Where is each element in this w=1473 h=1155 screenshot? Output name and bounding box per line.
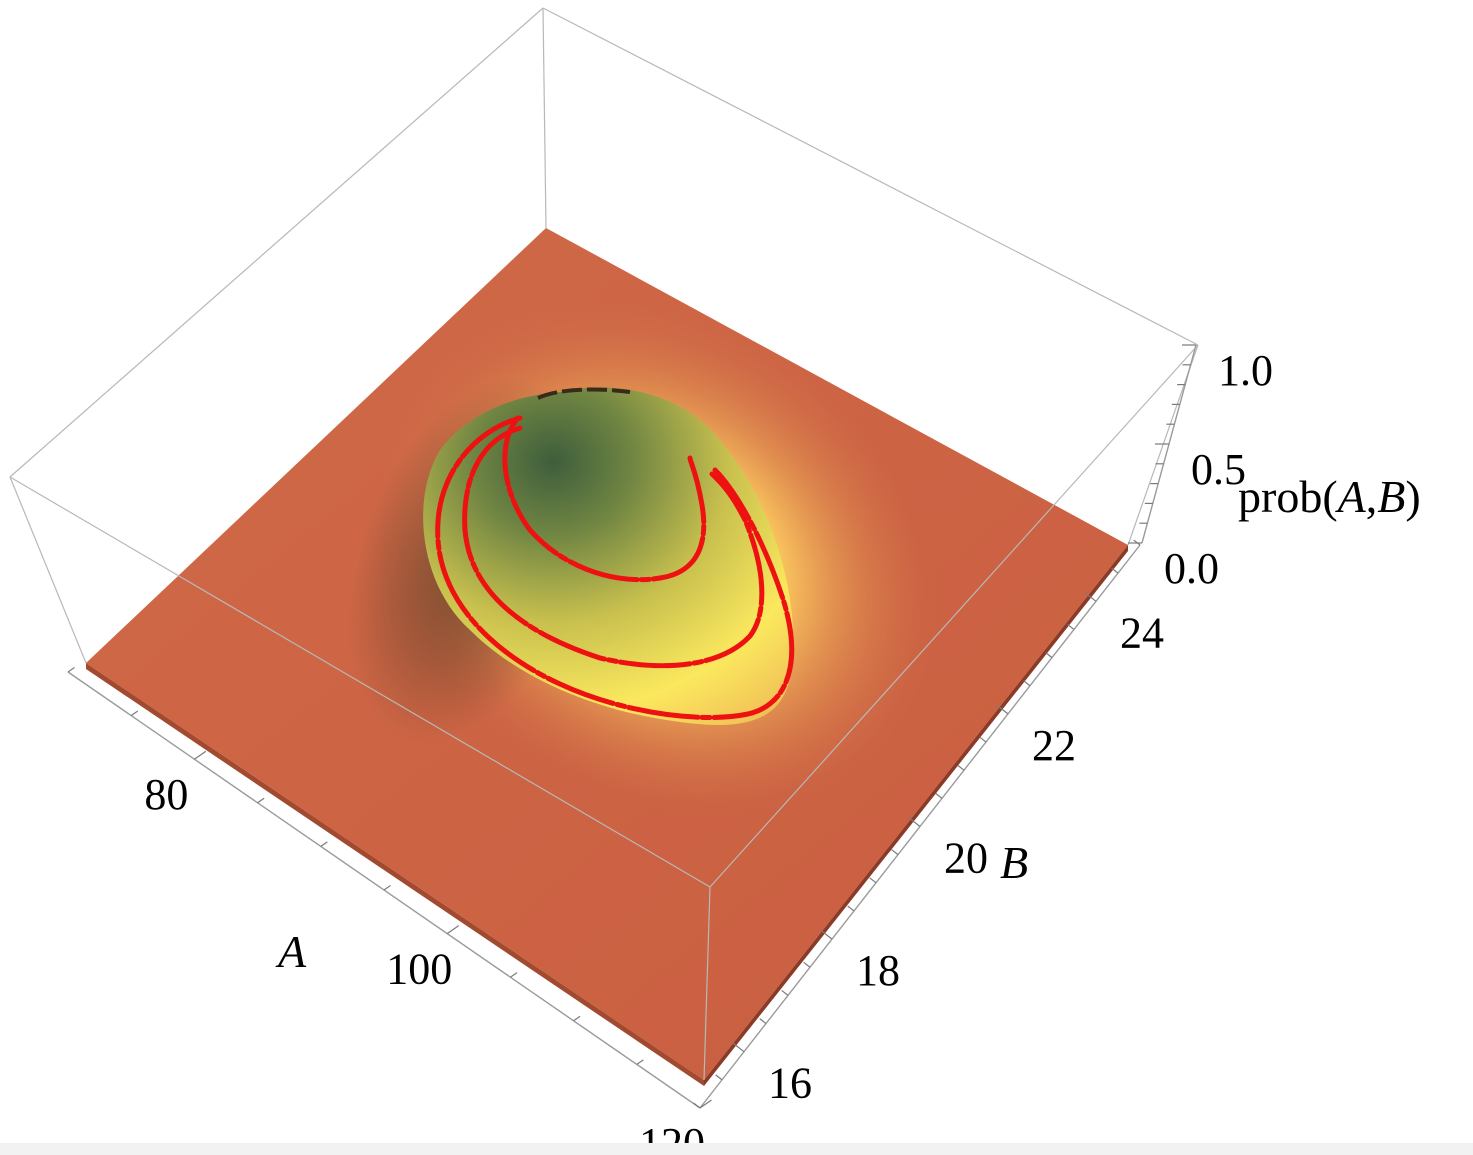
y-axis-tick [732, 1042, 745, 1053]
x-tick-label: 80 [144, 770, 188, 819]
x-axis-tick [67, 666, 75, 673]
y-axis-tick [1111, 567, 1119, 574]
y-axis-tick [759, 1018, 767, 1025]
y-axis-tick [847, 905, 855, 912]
y-axis-tick [957, 764, 965, 771]
box-edge-top-front-left [9, 476, 711, 888]
y-axis-tick [1023, 680, 1031, 687]
y-axis-tick [908, 817, 921, 827]
surface-edge-front-right [704, 545, 1128, 1086]
x-axis-tick [320, 841, 328, 847]
x-axis-tick [446, 925, 460, 935]
contour-lines [435, 387, 795, 720]
box-edge-top-back-right [542, 7, 1199, 346]
y-axis-tick [1067, 624, 1075, 630]
y-tick-label: 16 [768, 1059, 812, 1108]
y-axis-tick [996, 704, 1009, 715]
x-axis-tick [383, 884, 391, 891]
surface-edge-front-left [86, 663, 704, 1086]
y-axis-tick [891, 849, 899, 856]
x-axis-tick [194, 750, 207, 760]
x-tick-label: 100 [386, 945, 452, 994]
y-axis-tick [869, 877, 877, 884]
x-axis-tick [510, 972, 518, 978]
y-axis-tick [979, 736, 987, 743]
y-axis-label: B [1000, 837, 1028, 888]
contour-line-middle [462, 425, 765, 669]
contour-line-inner [502, 415, 707, 583]
z-tick-label: 0.5 [1191, 445, 1246, 494]
box-edge-vertical-front [703, 886, 711, 1081]
contour-line-top [537, 387, 631, 400]
box-edge-top-back-left [9, 7, 544, 478]
y-axis-tick [693, 1102, 701, 1109]
x-axis-tick [130, 710, 139, 717]
z-axis-label: prob(A,B) [1238, 471, 1421, 522]
axis-ticks [67, 344, 1196, 1109]
x-axis-tick [257, 797, 265, 804]
z-axis-label-suffix: ) [1405, 471, 1420, 522]
y-tick-label: 18 [856, 946, 900, 995]
x-axis-tick [699, 1099, 712, 1109]
y-axis-tick [781, 989, 789, 996]
z-tick-label: 0.0 [1164, 544, 1219, 593]
y-tick-label: 20 [944, 834, 988, 883]
y-tick-label: 24 [1120, 608, 1164, 657]
x-axis-label: A [275, 926, 307, 977]
y-axis-tick [1084, 592, 1097, 602]
x-axis-tick [636, 1059, 644, 1065]
z-axis-label-sep: , [1366, 471, 1378, 522]
box-edge-vertical-back [542, 7, 547, 229]
y-axis-tick [935, 792, 943, 799]
box-edge-vertical-left [9, 476, 87, 664]
z-axis-label-prefix: prob( [1238, 471, 1338, 522]
z-tick-label: 1.0 [1218, 346, 1273, 395]
y-tick-label: 22 [1032, 721, 1076, 770]
z-axis-label-a: A [1335, 471, 1367, 522]
contour-line-outer [435, 415, 795, 720]
y-axis-tick [820, 929, 833, 940]
box-edge-top-front-right [709, 344, 1199, 888]
x-axis-tick [573, 1015, 581, 1022]
y-axis-tick [803, 961, 811, 968]
y-axis-tick [1045, 652, 1053, 659]
bottom-strip [0, 1143, 1473, 1155]
z-axis-label-b: B [1377, 471, 1405, 522]
surface-peak [423, 387, 794, 725]
y-axis-tick [715, 1074, 723, 1081]
